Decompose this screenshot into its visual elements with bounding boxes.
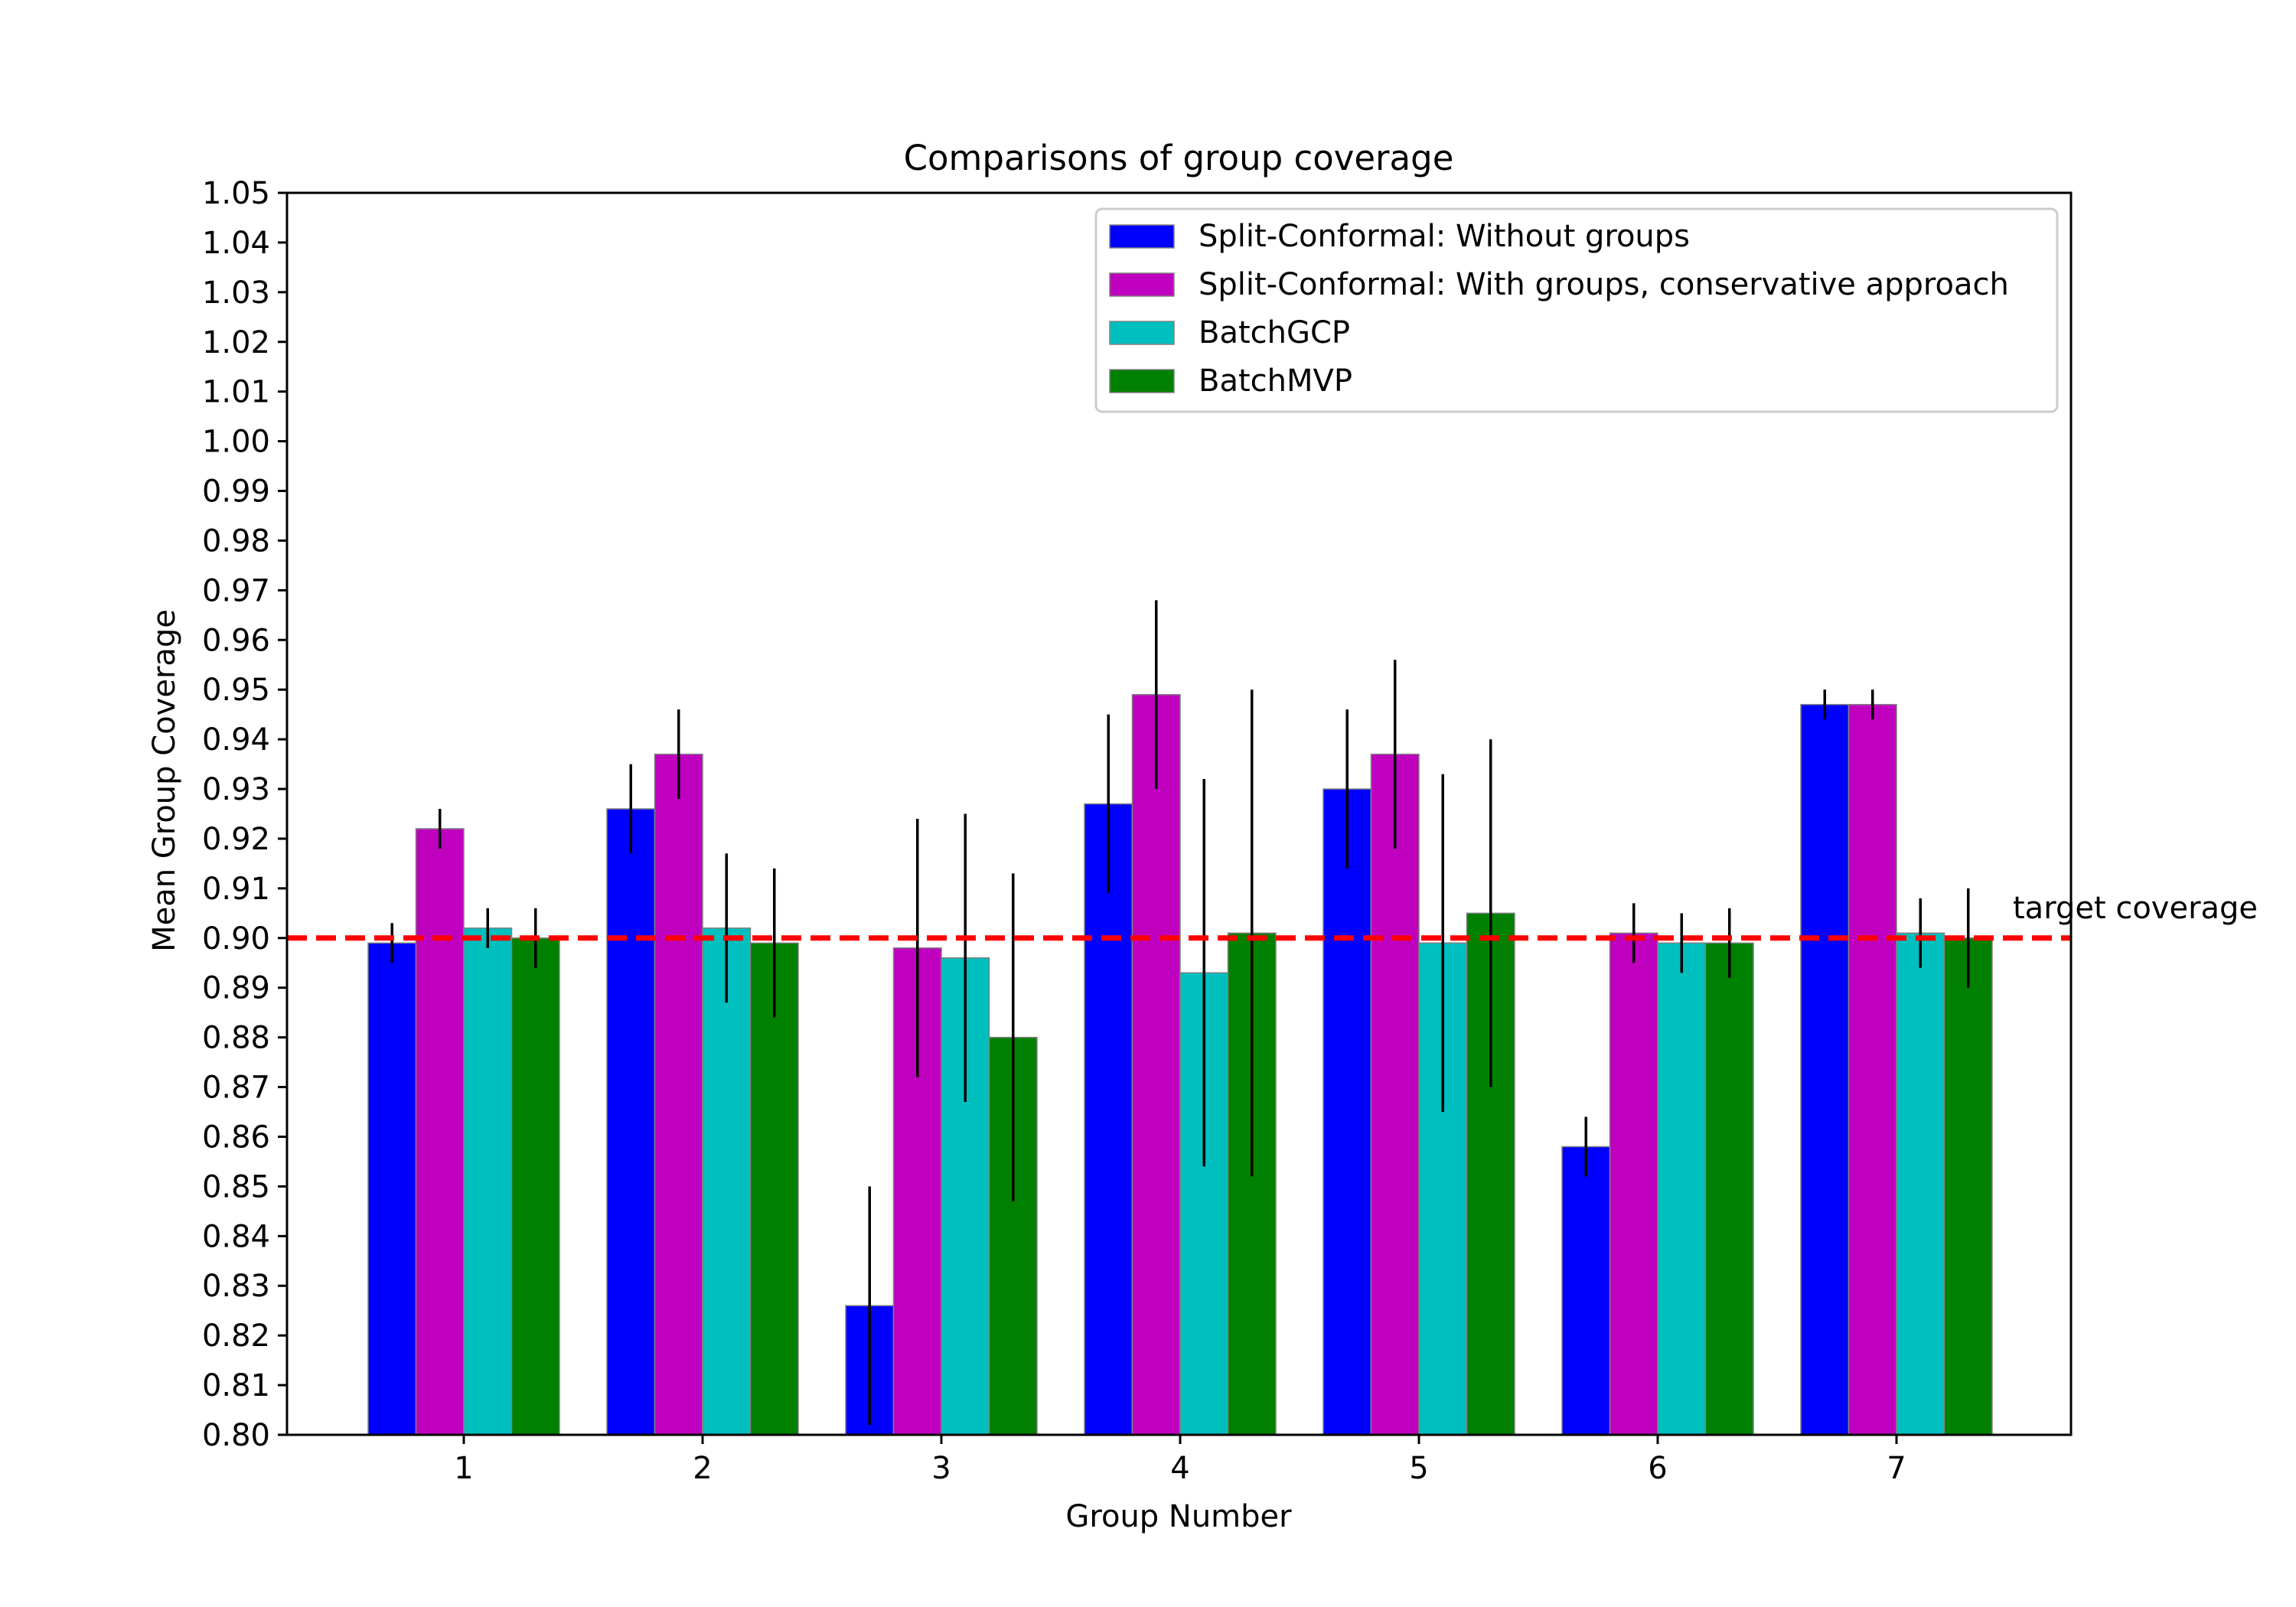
legend: Split-Conformal: Without groups Split-Con… bbox=[1094, 207, 2059, 413]
bars-layer bbox=[367, 600, 1993, 1436]
y-tick-label: 0.85 bbox=[202, 1169, 270, 1204]
y-tick-label: 0.99 bbox=[202, 474, 270, 510]
y-tick-label: 0.80 bbox=[202, 1418, 270, 1453]
y-tick-label: 0.92 bbox=[202, 822, 270, 857]
legend-swatch bbox=[1109, 369, 1175, 393]
y-tick-label: 0.91 bbox=[202, 872, 270, 907]
chart-title: Comparisons of group coverage bbox=[904, 138, 1454, 178]
y-tick-label: 0.88 bbox=[202, 1021, 270, 1056]
y-tick-label: 1.02 bbox=[202, 325, 270, 360]
bar bbox=[1322, 788, 1372, 1436]
bar bbox=[1131, 693, 1181, 1436]
legend-frame bbox=[1094, 207, 2059, 413]
y-tick-label: 1.04 bbox=[202, 226, 270, 261]
x-tick-label: 2 bbox=[693, 1451, 712, 1486]
bar bbox=[1370, 753, 1420, 1436]
bar bbox=[1609, 932, 1658, 1436]
y-tick-label: 0.97 bbox=[202, 573, 270, 608]
legend-label: BatchGCP bbox=[1199, 315, 1350, 350]
x-tick-label: 6 bbox=[1648, 1451, 1667, 1486]
y-tick-label: 0.96 bbox=[202, 623, 270, 658]
bar bbox=[749, 942, 799, 1436]
y-axis-label: Mean Group Coverage bbox=[147, 609, 182, 952]
bar bbox=[1943, 937, 1993, 1436]
y-axis: 0.80 0.81 0.82 0.83 0.84 0.85 0.86 0.87 0.88 0.89… bbox=[202, 176, 287, 1453]
bar bbox=[510, 937, 560, 1436]
bar bbox=[1704, 942, 1754, 1436]
bar bbox=[1848, 703, 1897, 1436]
bar bbox=[654, 753, 703, 1436]
y-tick-label: 0.89 bbox=[202, 971, 270, 1006]
legend-swatch bbox=[1109, 321, 1175, 345]
y-tick-label: 0.82 bbox=[202, 1319, 270, 1354]
legend-label: Split-Conformal: With groups, conservati… bbox=[1199, 267, 2009, 302]
target-coverage-label: target coverage bbox=[2013, 891, 2258, 926]
y-tick-label: 1.03 bbox=[202, 275, 270, 311]
x-axis: 1 2 3 4 5 6 7 bbox=[454, 1435, 1906, 1486]
legend-label: BatchMVP bbox=[1199, 363, 1352, 399]
y-tick-label: 0.86 bbox=[202, 1120, 270, 1155]
y-tick-label: 0.84 bbox=[202, 1219, 270, 1254]
y-tick-label: 0.93 bbox=[202, 772, 270, 807]
y-tick-label: 1.05 bbox=[202, 176, 270, 211]
y-tick-label: 0.94 bbox=[202, 722, 270, 758]
y-tick-label: 0.90 bbox=[202, 921, 270, 957]
y-tick-label: 1.00 bbox=[202, 425, 270, 460]
y-tick-label: 0.81 bbox=[202, 1368, 270, 1403]
legend-label: Split-Conformal: Without groups bbox=[1199, 219, 1690, 254]
bar bbox=[463, 927, 513, 1436]
x-tick-label: 3 bbox=[931, 1451, 951, 1486]
bar bbox=[415, 828, 465, 1436]
bar bbox=[367, 942, 417, 1436]
x-tick-label: 7 bbox=[1887, 1451, 1906, 1486]
x-tick-label: 4 bbox=[1170, 1451, 1189, 1486]
y-tick-label: 0.87 bbox=[202, 1071, 270, 1106]
y-tick-label: 0.95 bbox=[202, 673, 270, 708]
reference-layer: target coverage bbox=[287, 891, 2258, 941]
bar bbox=[606, 808, 656, 1436]
x-tick-label: 1 bbox=[454, 1451, 473, 1486]
bar bbox=[1800, 703, 1850, 1436]
bar bbox=[1896, 932, 1945, 1436]
legend-swatch bbox=[1109, 224, 1175, 249]
x-axis-label: Group Number bbox=[1065, 1499, 1292, 1534]
bar bbox=[1657, 942, 1707, 1436]
bar bbox=[702, 927, 752, 1436]
y-tick-label: 0.98 bbox=[202, 523, 270, 559]
bar bbox=[1561, 1146, 1611, 1436]
legend-swatch bbox=[1109, 272, 1175, 297]
y-tick-label: 0.83 bbox=[202, 1269, 270, 1304]
y-tick-label: 1.01 bbox=[202, 375, 270, 410]
x-tick-label: 5 bbox=[1409, 1451, 1428, 1486]
bar bbox=[1084, 803, 1133, 1436]
